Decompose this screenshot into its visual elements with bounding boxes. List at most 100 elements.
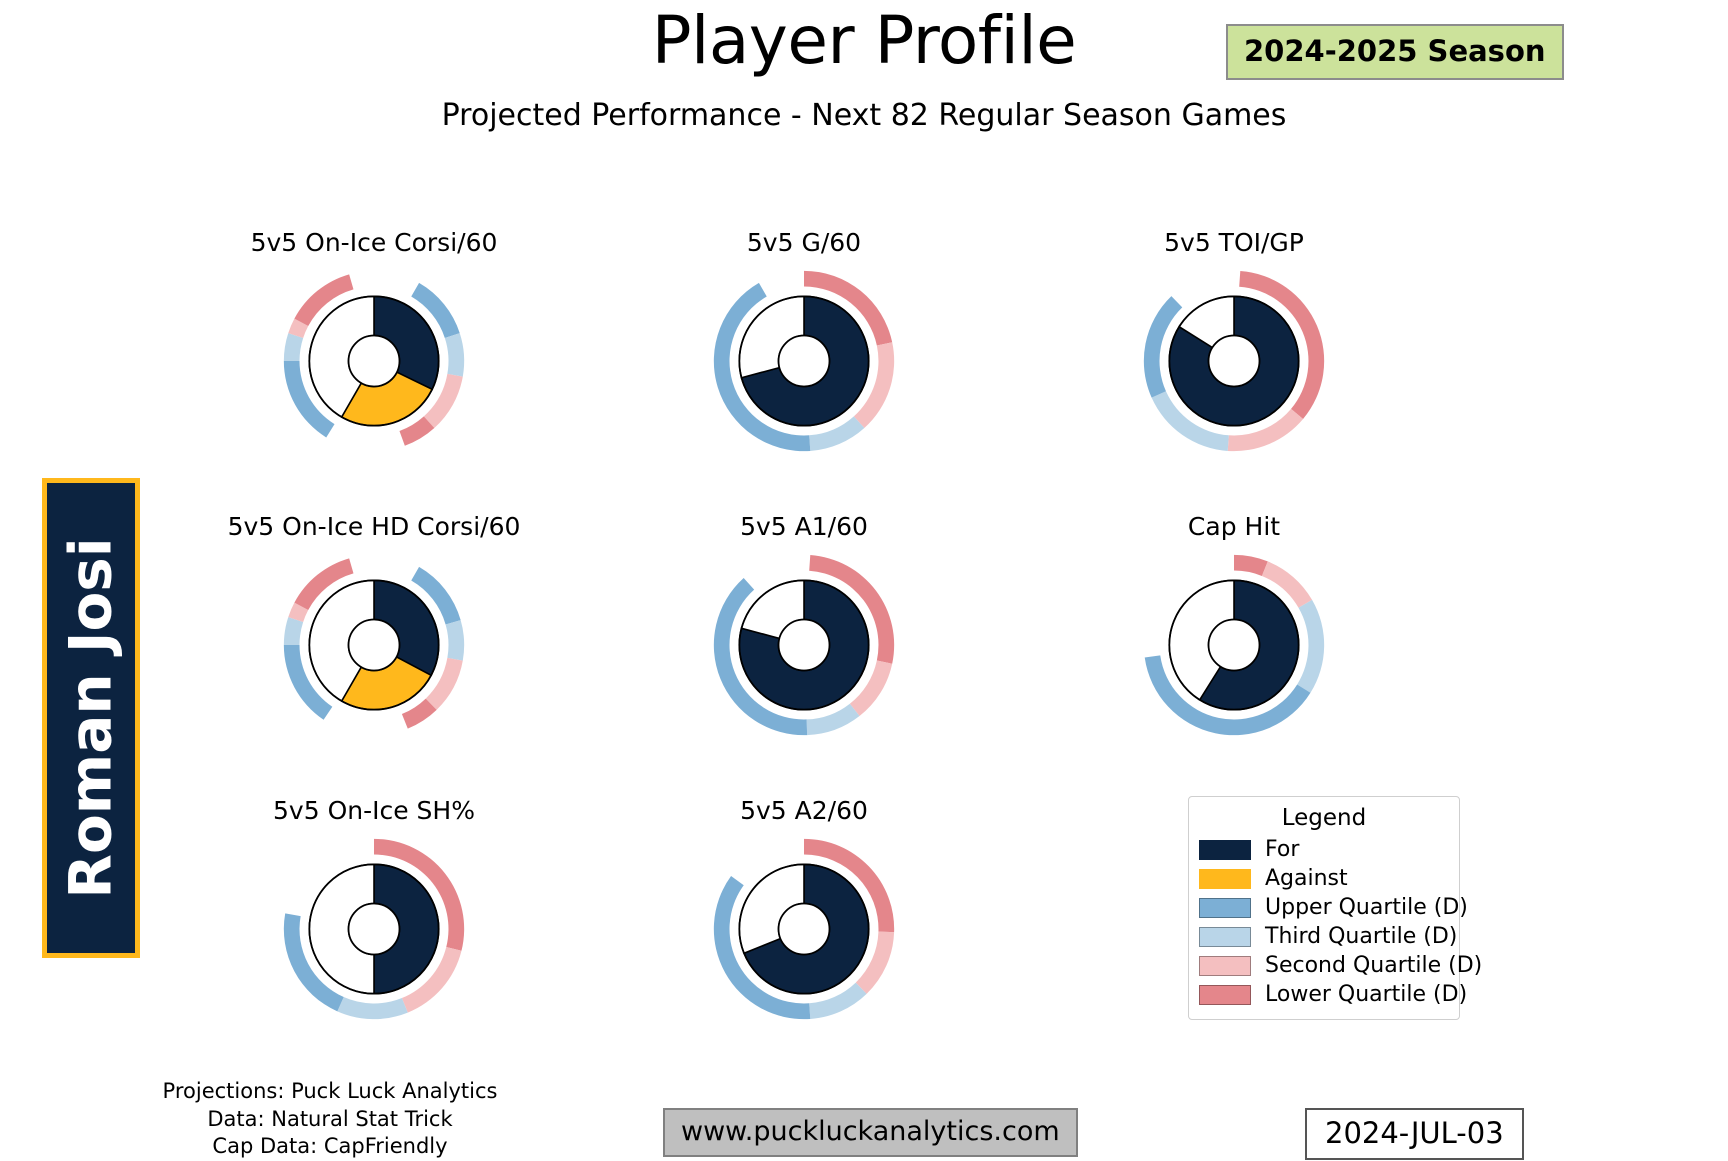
quartile-band	[804, 270, 893, 346]
donut-chart	[713, 838, 895, 1020]
quartile-band	[1297, 599, 1325, 693]
quartile-band	[283, 645, 333, 720]
pie-hole	[347, 902, 401, 956]
quartile-band	[337, 997, 408, 1020]
pie-hole	[347, 618, 401, 672]
pie-hole	[1207, 334, 1261, 388]
donut-wrap	[654, 547, 954, 743]
quartile-band	[283, 617, 304, 645]
legend-swatch	[1199, 955, 1251, 976]
pie-outline	[308, 579, 440, 711]
chart-title: 5v5 A1/60	[740, 512, 868, 541]
legend-label: Second Quartile (D)	[1265, 953, 1483, 978]
quartile-band	[283, 913, 344, 1012]
pie-hole	[777, 902, 831, 956]
quartile-band	[806, 703, 860, 736]
donut-chart	[713, 270, 895, 452]
chart-title: 5v5 On-Ice Corsi/60	[250, 228, 498, 257]
pie-outline	[738, 295, 870, 427]
legend-item: For	[1199, 835, 1449, 864]
legend-swatch	[1199, 984, 1251, 1005]
donut-wrap	[224, 263, 524, 459]
quartile-band	[423, 373, 463, 429]
chart-title: 5v5 On-Ice HD Corsi/60	[227, 512, 521, 541]
credits-projections: Projections: Puck Luck Analytics	[162, 1079, 498, 1103]
chart-cell: 5v5 A1/60	[654, 512, 954, 743]
legend-item: Against	[1199, 864, 1449, 893]
quartile-band	[444, 333, 465, 377]
quartile-band	[804, 838, 895, 933]
chart-title: 5v5 A2/60	[740, 796, 868, 825]
credits-data: Data: Natural Stat Trick	[207, 1106, 453, 1131]
chart-cell: 5v5 On-Ice SH%	[224, 796, 524, 1027]
quartile-band	[1143, 296, 1183, 398]
quartile-band	[713, 577, 808, 736]
legend-item: Lower Quartile (D)	[1199, 980, 1467, 1009]
legend-items: For Against Upper Quartile (D) Third Quarti…	[1199, 835, 1482, 1009]
quartile-band	[809, 555, 895, 664]
chart-title: Cap Hit	[1187, 512, 1281, 541]
pie-hole	[777, 334, 831, 388]
quartile-band	[1239, 271, 1325, 419]
legend-label: Third Quartile (D)	[1265, 924, 1458, 949]
chart-title: 5v5 G/60	[746, 228, 862, 257]
donut-wrap	[654, 831, 954, 1027]
legend-label: For	[1265, 837, 1300, 862]
donut-wrap	[224, 547, 524, 743]
legend-label: Upper Quartile (D)	[1265, 895, 1468, 920]
quartile-band	[411, 566, 461, 625]
donut-chart	[1143, 271, 1325, 452]
donut-chart	[1144, 554, 1325, 736]
legend-item: Upper Quartile (D)	[1199, 893, 1468, 922]
quartile-band	[809, 982, 867, 1019]
quartile-band	[1261, 561, 1313, 608]
credits-cap-data: Cap Data: CapFriendly	[212, 1134, 448, 1159]
season-badge: 2024-2025 Season	[1226, 24, 1564, 80]
date-badge: 2024-JUL-03	[1305, 1108, 1524, 1160]
legend: Legend For Against Upper Quartile (D) Third…	[1188, 796, 1482, 1020]
chart-cell: 5v5 On-Ice Corsi/60	[224, 228, 524, 459]
quartile-band	[401, 698, 437, 729]
chart-cell: 5v5 A2/60	[654, 796, 954, 1027]
quartile-band	[288, 318, 309, 338]
chart-cell: 5v5 On-Ice HD Corsi/60	[224, 512, 524, 743]
legend-item: Third Quartile (D)	[1199, 922, 1457, 951]
pie-outline	[738, 579, 870, 711]
quartile-band	[1234, 554, 1268, 576]
donut-wrap	[654, 263, 954, 459]
quartile-band	[849, 660, 893, 717]
quartile-band	[411, 282, 460, 338]
quartile-band	[401, 947, 462, 1013]
quartile-band	[713, 282, 811, 452]
quartile-band	[283, 333, 304, 361]
donut-wrap	[1084, 547, 1384, 743]
quartile-band	[294, 274, 354, 327]
website-badge: www.puckluckanalytics.com	[663, 1108, 1078, 1157]
legend-label: Against	[1265, 866, 1348, 891]
quartile-band	[1227, 408, 1304, 452]
donut-chart	[283, 558, 465, 729]
quartile-band	[283, 361, 335, 438]
quartile-band	[713, 876, 811, 1020]
quartile-band	[445, 620, 465, 661]
donut-chart	[283, 838, 465, 1020]
chart-cell: 5v5 G/60	[654, 228, 954, 459]
chart-title: 5v5 TOI/GP	[1164, 228, 1304, 257]
legend-swatch	[1199, 839, 1251, 860]
quartile-band	[1151, 391, 1229, 451]
quartile-band	[294, 558, 354, 611]
pie-outline	[308, 295, 440, 427]
donut-chart	[283, 274, 465, 446]
donut-chart	[713, 555, 895, 736]
legend-label: Lower Quartile (D)	[1265, 982, 1468, 1007]
donut-wrap	[1084, 263, 1384, 459]
chart-cell: Cap Hit	[1084, 512, 1384, 743]
donut-wrap	[224, 831, 524, 1027]
legend-title: Legend	[1281, 805, 1367, 831]
pie-hole	[347, 334, 401, 388]
legend-swatch	[1199, 868, 1251, 889]
page-title: Player Profile	[651, 2, 1077, 79]
player-name-rail: Roman Josi	[42, 478, 140, 958]
quartile-band	[1144, 655, 1311, 736]
legend-item: Second Quartile (D)	[1199, 951, 1482, 980]
